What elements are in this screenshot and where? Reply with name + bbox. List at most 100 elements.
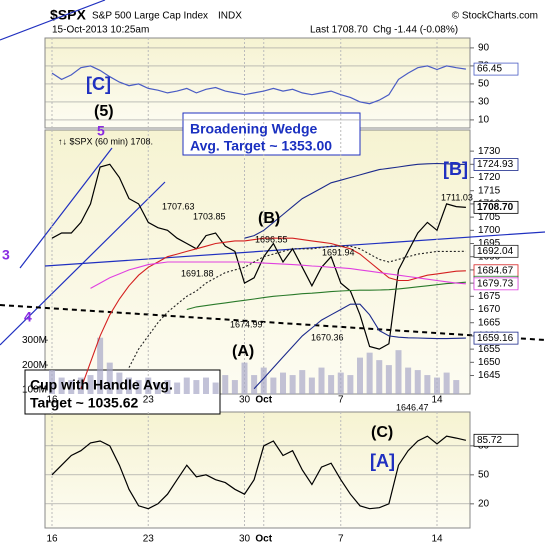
volume-bar [308,377,315,394]
volume-tick-label: 300M [22,335,47,346]
annotation: 1646.47 [396,402,429,412]
annotation: (5) [94,103,114,120]
annotation: Target ~ 1035.62 [30,395,139,411]
y-tick-label: 1665 [478,317,501,328]
y-tick-label: 1645 [478,370,501,381]
annotation: 4 [24,309,32,325]
y-tick-label: 1715 [478,185,501,196]
annotation: 5 [97,123,105,139]
x-tick-label: 30 [239,395,251,406]
volume-bar [231,380,238,394]
last-value-label: 1724.93 [477,159,514,170]
volume-bar [193,380,200,394]
last-value-box [473,277,519,291]
volume-bar [385,365,392,394]
series-line [186,281,466,311]
y-tick-label: 1720 [478,172,501,183]
volume-bar [106,362,113,394]
annotation: (A) [232,343,254,360]
series-line [51,435,467,510]
last-value-label: 85.72 [477,435,502,446]
last-value-box [473,158,519,171]
y-tick-label: 10 [478,115,490,126]
volume-bar [174,382,181,394]
annotation: [C] [86,74,111,94]
annotation: 1703.85 [193,211,226,221]
y-tick-label: 20 [478,498,490,509]
annotation: (C) [371,424,393,441]
x-tick-label: 16 [46,534,58,545]
x-tick-label: 23 [143,395,155,406]
volume-tick-label: 200M [22,360,47,371]
volume-bar [289,375,296,394]
volume-bar [299,370,306,394]
volume-bar [376,360,383,394]
x-tick-label: 23 [143,534,155,545]
annotation: [B] [443,159,468,179]
volume-bar [212,382,219,394]
volume-bar [58,377,65,394]
annotation: 1670.36 [311,332,344,342]
annotation: Broadening Wedge [190,121,318,137]
x-tick-label: 30 [239,534,251,545]
volume-bar [97,337,104,394]
series-line [80,237,466,389]
annotation: 1674.99 [230,319,263,329]
last-value-box [473,200,519,214]
volume-bar [443,372,450,394]
last-value-label: 66.45 [477,64,502,75]
annotation: Avg. Target ~ 1353.00 [190,138,332,154]
volume-bar [328,375,335,394]
last-value-label: 1679.73 [477,278,514,289]
x-tick-label: Oct [255,534,272,545]
annotation: 1691.94 [322,247,355,257]
volume-bar [260,367,267,394]
volume-bar [126,377,132,394]
volume-bar [183,377,190,394]
y-tick-label: 1670 [478,304,501,315]
last-value-box [473,331,519,345]
rsi-panel [44,411,471,529]
y-tick-label: 1655 [478,344,501,355]
volume-bar [49,370,55,394]
y-tick-label: 1675 [478,291,501,302]
last-value-box [473,62,519,76]
annotation: 1707.63 [162,201,195,211]
trendline [0,304,545,341]
annotation: Cup with Handle Avg. [30,377,173,393]
date: 15-Oct-2013 10:25am [52,25,149,36]
volume-bar [68,380,75,394]
x-tick-label: Oct [255,395,272,406]
x-tick-label: 7 [338,395,344,406]
volume-bar [135,380,142,394]
y-tick-label: 50 [478,79,490,90]
y-tick-label: 1705 [478,212,501,223]
annotation: (B) [258,210,280,227]
volume-tick-label: 100M [22,385,47,396]
index-name: S&P 500 Large Cap Index [92,11,208,22]
volume-bar [241,362,248,394]
credit: © StockCharts.com [452,11,538,22]
volume-bar [357,357,363,394]
y-tick-label: 50 [478,469,490,480]
series-line [51,163,466,350]
annotation: 3 [2,247,10,263]
volume-bar [318,367,325,394]
volume-bar [87,375,94,394]
volume-bar [145,377,152,394]
y-tick-label: 90 [478,43,490,54]
volume-bar [414,370,421,394]
annotation: 1696.55 [255,234,288,244]
y-tick-label: 1730 [478,146,501,157]
x-tick-label: 16 [46,395,58,406]
volume-bar [337,372,344,394]
x-tick-label: 14 [431,395,443,406]
volume-bar [453,380,460,394]
series-line [244,162,466,239]
volume-bar [347,375,354,394]
exchange: INDX [218,11,242,22]
last: Last 1708.70 [310,25,368,36]
last-value-box [473,433,519,447]
last-value-label: 1684.67 [477,265,514,276]
